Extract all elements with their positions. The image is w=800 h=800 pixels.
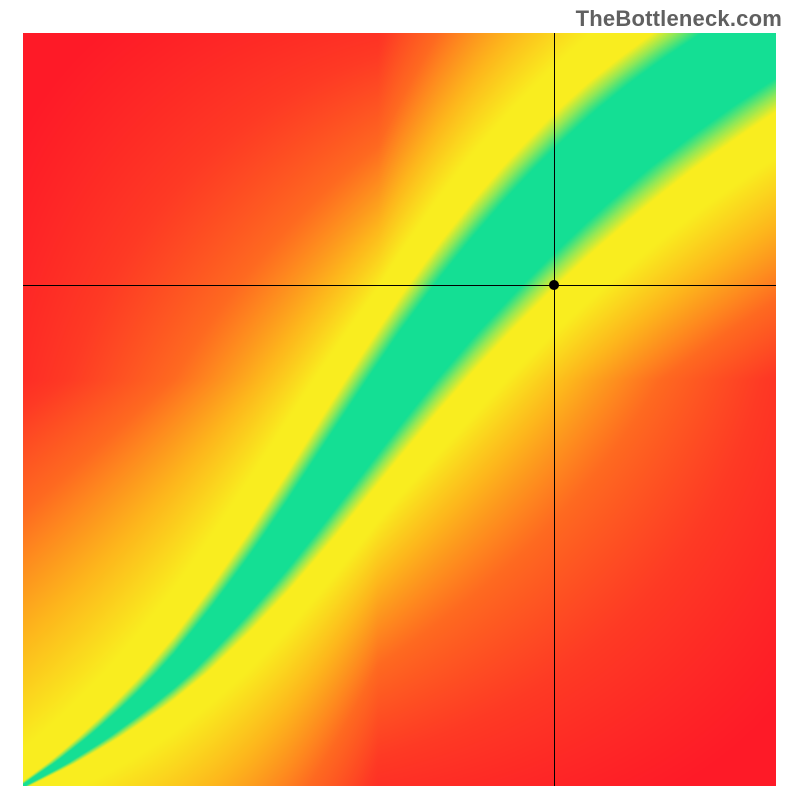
heatmap-canvas (23, 33, 776, 786)
chart-container: TheBottleneck.com (0, 0, 800, 800)
crosshair-vertical (554, 33, 555, 786)
attribution-text: TheBottleneck.com (576, 6, 782, 32)
heatmap-chart (23, 33, 776, 786)
marker-point (549, 280, 559, 290)
crosshair-horizontal (23, 285, 776, 286)
